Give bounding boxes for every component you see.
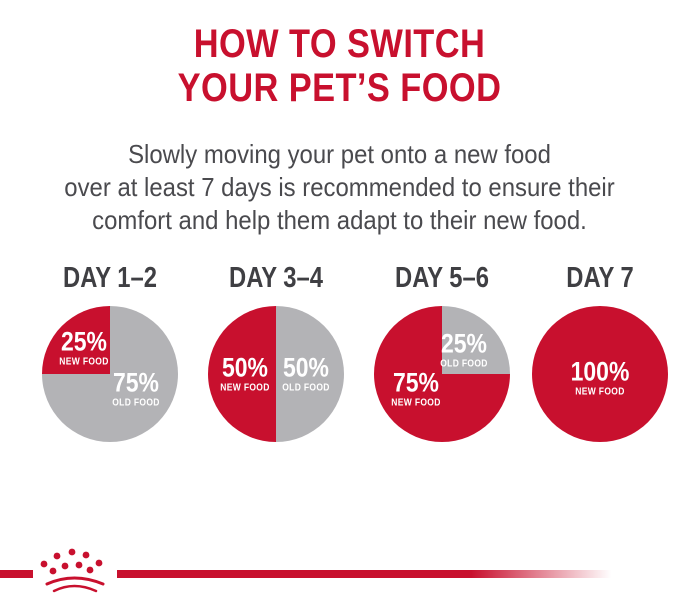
- old-food-caption: OLD FOOD: [282, 382, 330, 394]
- intro-line-2: over at least 7 days is recommended to e…: [64, 172, 615, 202]
- pie-chart-day-3-4: 50% NEW FOOD 50% OLD FOOD: [208, 306, 344, 442]
- pie-chart-day-1-2: 25% NEW FOOD 75% OLD FOOD: [42, 306, 178, 442]
- new-food-caption: NEW FOOD: [59, 356, 109, 368]
- old-food-slice-label: 75% OLD FOOD: [112, 369, 160, 408]
- old-food-slice-label: 50% OLD FOOD: [282, 352, 330, 394]
- day-5-6-heading: DAY 5–6: [395, 262, 489, 294]
- new-food-percent: 75%: [393, 367, 440, 398]
- footer-rule-right: [117, 570, 679, 578]
- old-food-caption: OLD FOOD: [439, 358, 488, 370]
- pie-chart-day-5-6: 75% NEW FOOD 25% OLD FOOD: [374, 306, 510, 442]
- old-food-percent: 50%: [282, 352, 329, 383]
- new-food-percent: 50%: [221, 352, 268, 383]
- pie-chart-day-7: 100% NEW FOOD: [532, 306, 668, 442]
- old-food-slice-label: 25% OLD FOOD: [440, 330, 488, 369]
- page-title-line-2: YOUR PET’S FOOD: [177, 65, 502, 110]
- intro-line-3: comfort and help them adapt to their new…: [92, 205, 587, 235]
- new-food-slice-label: 75% NEW FOOD: [391, 369, 440, 408]
- day-1-2-column: DAY 1–2 25% NEW FOOD 75% OLD FOOD: [28, 263, 192, 442]
- page-title-line-1: HOW TO SWITCH: [193, 21, 486, 66]
- new-food-caption: NEW FOOD: [391, 397, 441, 409]
- old-food-percent: 25%: [440, 328, 487, 359]
- new-food-caption: NEW FOOD: [575, 386, 625, 398]
- new-food-percent: 100%: [570, 356, 630, 387]
- new-food-percent: 25%: [61, 326, 108, 357]
- intro-text: Slowly moving your pet onto a new food o…: [0, 138, 679, 237]
- old-food-caption: OLD FOOD: [112, 397, 160, 409]
- old-food-percent: 75%: [112, 367, 159, 398]
- crown-arcs: [45, 576, 105, 593]
- new-food-slice-label: 25% NEW FOOD: [59, 326, 109, 368]
- footer-rule-left: [0, 570, 33, 578]
- day-3-4-column: DAY 3–4 50% NEW FOOD 50% OLD FOOD: [194, 263, 358, 442]
- day-7-heading: DAY 7: [566, 262, 634, 294]
- intro-line-1: Slowly moving your pet onto a new food: [128, 139, 551, 169]
- day-1-2-heading: DAY 1–2: [63, 262, 157, 294]
- new-food-slice-label: 50% NEW FOOD: [219, 352, 270, 394]
- day-7-column: DAY 7 100% NEW FOOD: [518, 263, 679, 442]
- day-5-6-column: DAY 5–6 75% NEW FOOD 25% OLD FOOD: [360, 263, 524, 442]
- day-3-4-heading: DAY 3–4: [229, 262, 323, 294]
- page-title: HOW TO SWITCH YOUR PET’S FOOD: [0, 22, 679, 110]
- royal-canin-crown-icon: [40, 548, 105, 593]
- new-food-caption: NEW FOOD: [219, 382, 270, 394]
- crown-dots: [40, 548, 103, 575]
- new-food-slice-label: 100% NEW FOOD: [570, 356, 630, 398]
